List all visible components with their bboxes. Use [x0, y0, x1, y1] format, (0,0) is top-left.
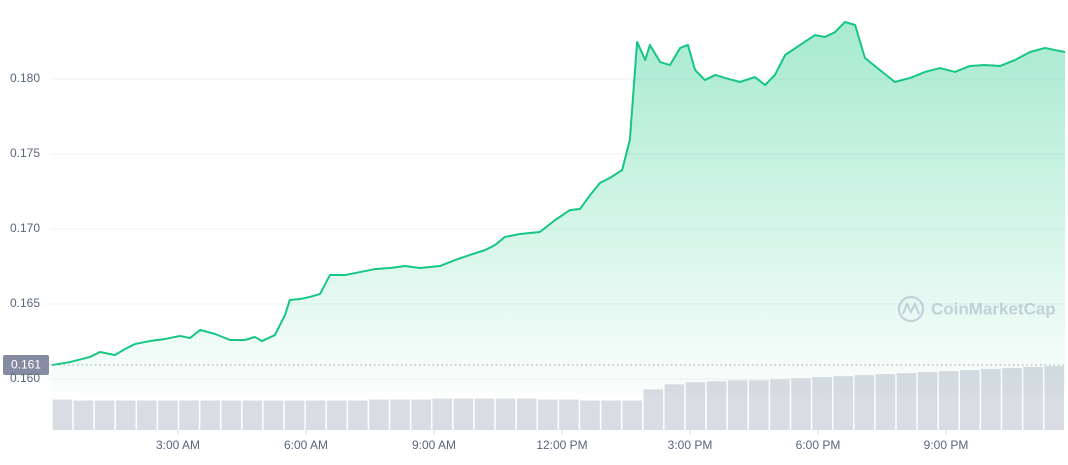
x-tick-label: 3:00 AM [156, 438, 200, 452]
x-tick-label: 12:00 PM [536, 438, 587, 452]
watermark-text: CoinMarketCap [931, 299, 1056, 318]
volume-bar [284, 400, 305, 430]
y-tick-label: 0.160 [10, 371, 40, 385]
volume-bar [137, 400, 157, 430]
x-tick-label: 9:00 AM [412, 438, 456, 452]
volume-bar [559, 399, 579, 430]
volume-bar [643, 389, 664, 430]
volume-bar [179, 400, 199, 430]
x-tick-label: 9:00 PM [924, 438, 969, 452]
volume-bar [664, 384, 685, 430]
x-tick-label: 6:00 AM [284, 438, 328, 452]
volume-bar [411, 399, 431, 430]
volume-bar [242, 400, 263, 430]
y-tick-label: 0.180 [10, 71, 40, 85]
volume-bar [495, 398, 516, 430]
open-price-tag-box [3, 355, 49, 376]
volume-bar [580, 400, 600, 430]
x-tick-label: 3:00 PM [668, 438, 713, 452]
price-line [51, 21, 1066, 367]
price-area [52, 22, 1066, 394]
volume-bar [432, 398, 453, 430]
volume-bar [221, 400, 242, 430]
volume-bar [73, 400, 94, 430]
volume-bar [52, 399, 73, 430]
volume-bar [263, 400, 284, 430]
volume-bar [200, 400, 220, 430]
volume-bar [369, 399, 389, 430]
plot [51, 21, 1066, 394]
volume-bar [348, 400, 368, 430]
volume-bar [622, 400, 642, 430]
volume-bar [390, 399, 410, 430]
volume-bar [305, 400, 326, 430]
volume-bar [115, 400, 136, 430]
y-tick-label: 0.175 [10, 146, 40, 160]
y-tick-label: 0.165 [10, 296, 40, 310]
watermark: CoinMarketCap [897, 295, 1056, 323]
y-tick-label: 0.170 [10, 221, 40, 235]
open-price-tag: 0.161 [3, 355, 1066, 376]
volume-bar [94, 400, 115, 430]
volume-bar [537, 399, 558, 430]
volume-bar [453, 398, 474, 430]
volume-bar [516, 398, 537, 430]
open-price-tag-label: 0.161 [11, 358, 41, 372]
watermark-logo [897, 295, 925, 323]
volume-bar [601, 400, 621, 430]
volume-bar [158, 400, 178, 430]
x-tick-label: 6:00 PM [796, 438, 841, 452]
volume-bar [326, 400, 347, 430]
volume-bar [474, 398, 495, 430]
volume-bar [685, 382, 706, 430]
watermark-logo-mark [902, 301, 920, 315]
